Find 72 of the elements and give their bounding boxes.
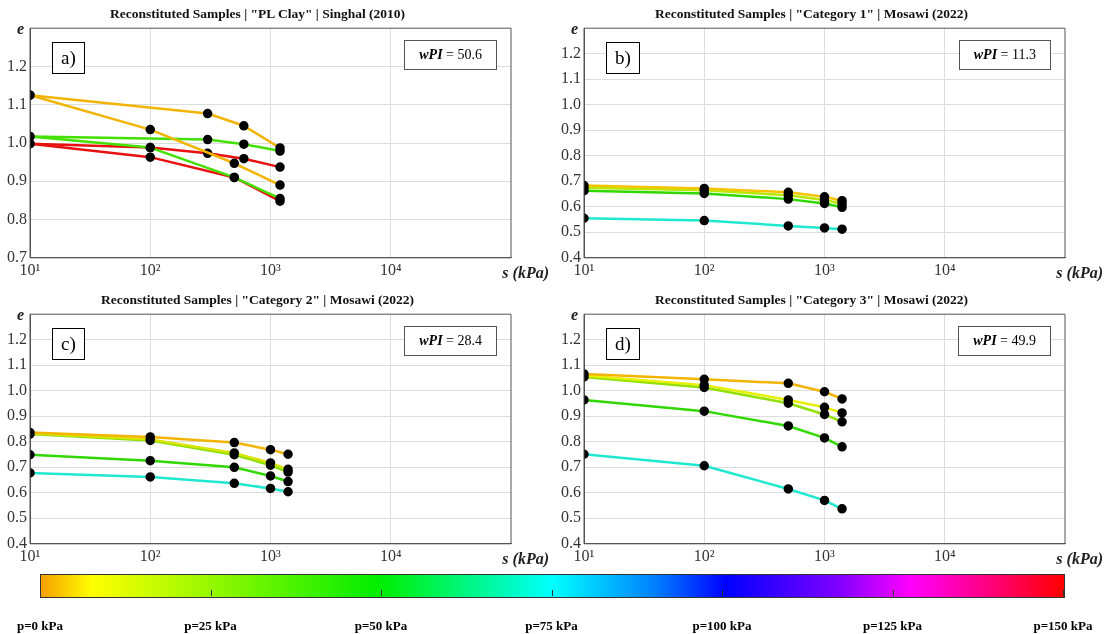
annotation: wPI = 28.4 xyxy=(404,326,497,356)
y-tick-label: 0.7 xyxy=(561,457,581,475)
y-tick-label: 0.9 xyxy=(561,406,581,424)
y-tick-label: 1.1 xyxy=(561,69,581,87)
x-tick-label: 10³ xyxy=(814,546,836,564)
annotation: b) xyxy=(606,42,640,74)
x-tick-label: 10³ xyxy=(260,260,282,278)
y-tick-label: 1.1 xyxy=(7,94,27,112)
x-tick-label: 10² xyxy=(693,260,715,278)
y-tick-label: 0.9 xyxy=(7,406,27,424)
y-tick-label: 0.7 xyxy=(561,171,581,189)
color-bar-label: p=0 kPa xyxy=(16,618,64,634)
x-tick-label: 10³ xyxy=(814,260,836,278)
y-axis-title: e xyxy=(16,20,24,38)
x-axis-title: s (kPa) xyxy=(1055,549,1103,568)
x-tick-label: 10² xyxy=(693,546,715,564)
y-tick-label: 0.4 xyxy=(561,534,581,551)
annotation: wPI = 11.3 xyxy=(958,40,1051,70)
color-bar-label: p=25 kPa xyxy=(184,618,237,634)
annotation: a) xyxy=(52,42,85,74)
y-tick-label: 0.8 xyxy=(7,431,27,449)
x-tick-label: 10⁴ xyxy=(933,260,956,278)
x-axis-title: s (kPa) xyxy=(1055,263,1103,282)
chart-title: Reconstituted Samples | "PL Clay" | Singhal (2010) xyxy=(109,5,406,21)
annotation: d) xyxy=(606,328,640,360)
annotation: wPI = 49.9 xyxy=(958,326,1051,356)
x-axis-title: s (kPa) xyxy=(501,263,549,282)
color-bar-label: p=125 kPa xyxy=(862,618,923,634)
y-tick-label: 0.8 xyxy=(561,145,581,163)
y-tick-label: 0.6 xyxy=(561,196,581,214)
y-tick-label: 1.1 xyxy=(561,355,581,373)
y-tick-label: 0.5 xyxy=(561,222,581,240)
y-tick-label: 0.7 xyxy=(7,248,27,265)
y-tick-label: 0.7 xyxy=(7,457,27,475)
x-tick-label: 10⁴ xyxy=(933,546,956,564)
color-bar-label: p=100 kPa xyxy=(692,618,752,634)
y-tick-label: 0.8 xyxy=(561,431,581,449)
x-axis-title: s (kPa) xyxy=(501,549,549,568)
chart-title: Reconstituted Samples | "Category 2" | Mosawi (2022) xyxy=(100,291,415,307)
y-tick-label: 0.4 xyxy=(561,248,581,265)
x-tick-label: 10² xyxy=(139,546,161,564)
x-tick-label: 10⁴ xyxy=(379,260,402,278)
x-tick-label: 10⁴ xyxy=(379,546,402,564)
color-bar-label: p=150 kPa xyxy=(1033,618,1093,634)
annotation: wPI = 50.6 xyxy=(404,40,497,70)
y-tick-label: 1.0 xyxy=(7,380,27,398)
y-tick-label: 0.6 xyxy=(7,482,27,500)
y-tick-label: 0.9 xyxy=(561,120,581,138)
y-tick-label: 0.8 xyxy=(7,209,27,227)
y-tick-label: 0.5 xyxy=(561,508,581,526)
y-tick-label: 0.4 xyxy=(7,534,27,551)
y-tick-label: 0.5 xyxy=(7,508,27,526)
y-tick-label: 1.1 xyxy=(7,355,27,373)
y-axis-title: e xyxy=(16,306,24,324)
chart-title: Reconstituted Samples | "Category 1" | Mosawi (2022) xyxy=(654,5,969,21)
y-axis-title: e xyxy=(570,20,578,38)
x-tick-label: 10² xyxy=(139,260,161,278)
color-bar-label: p=75 kPa xyxy=(525,618,578,634)
color-bar-label: p=50 kPa xyxy=(354,618,408,634)
y-tick-label: 0.6 xyxy=(561,482,581,500)
y-tick-label: 1.2 xyxy=(561,329,581,347)
y-tick-label: 1.2 xyxy=(7,329,27,347)
x-tick-label: 10³ xyxy=(260,546,282,564)
y-axis-title: e xyxy=(570,306,578,324)
y-tick-label: 1.2 xyxy=(561,43,581,61)
y-tick-label: 1.0 xyxy=(561,94,581,112)
y-tick-label: 1.0 xyxy=(7,133,27,151)
y-tick-label: 1.0 xyxy=(561,380,581,398)
chart-title: Reconstituted Samples | "Category 3" | Mosawi (2022) xyxy=(654,291,969,307)
y-tick-label: 1.2 xyxy=(7,56,27,74)
y-tick-label: 0.9 xyxy=(7,171,27,189)
annotation: c) xyxy=(52,328,85,360)
